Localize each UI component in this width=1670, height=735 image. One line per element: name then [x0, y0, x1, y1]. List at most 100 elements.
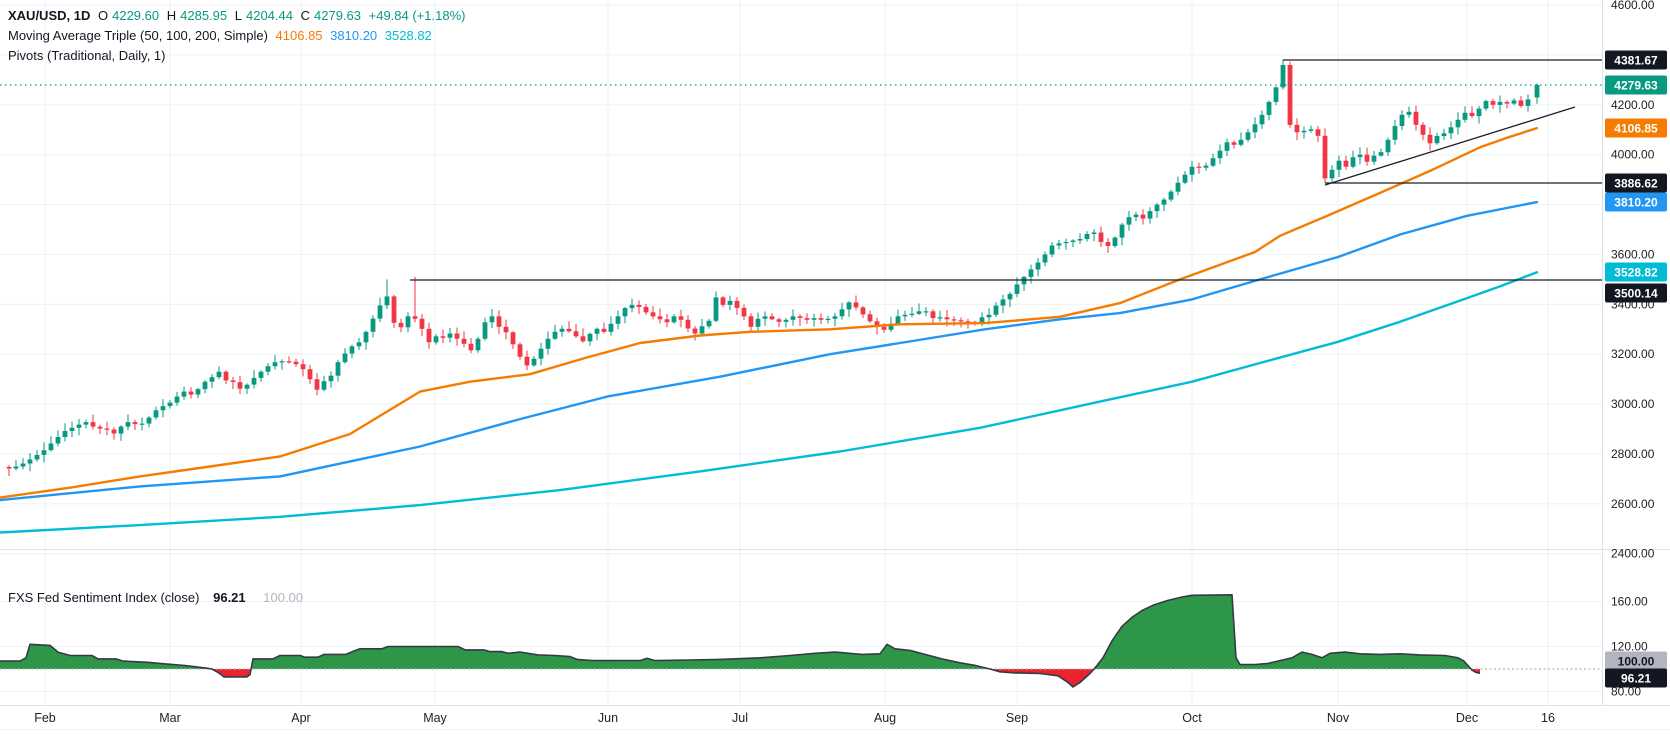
candle-body: [230, 380, 236, 383]
candle-body: [321, 381, 327, 390]
trendline[interactable]: [1324, 106, 1576, 186]
candle-body: [1168, 191, 1174, 200]
symbol-legend[interactable]: XAU/USD, 1D O 4229.60 H 4285.95 L 4204.44 C…: [8, 6, 469, 26]
price-axis[interactable]: 4600.004200.004000.003600.003400.003200.…: [1605, 0, 1667, 561]
candle-body: [699, 326, 705, 334]
time-axis-label: Oct: [1182, 711, 1202, 725]
candle-body: [307, 369, 313, 380]
sentiment-line[interactable]: [0, 593, 1481, 688]
candle-body: [1308, 129, 1314, 131]
candle-body: [1399, 114, 1405, 126]
candle-body: [888, 323, 894, 330]
candle-body: [783, 319, 789, 322]
price-badge: [1605, 50, 1667, 70]
candle-body: [958, 320, 964, 322]
ma-indicator-legend[interactable]: Moving Average Triple (50, 100, 200, Sim…: [8, 26, 436, 46]
candle-body: [678, 316, 684, 320]
candle-body: [258, 371, 264, 378]
pivot-level-lines[interactable]: [410, 59, 1602, 281]
candle-body: [1441, 133, 1447, 136]
candle-body: [727, 300, 733, 305]
candle-body: [685, 319, 691, 329]
time-axis-label: Jun: [598, 711, 618, 725]
candle-body: [930, 311, 936, 318]
candle-body: [874, 321, 880, 327]
sentiment-indicator-legend[interactable]: FXS Fed Sentiment Index (close) 96.21 10…: [8, 588, 307, 608]
time-axis-label: Apr: [291, 711, 310, 725]
time-axis-label: Jul: [732, 711, 748, 725]
candle-body: [160, 406, 166, 411]
candle-body: [1497, 101, 1503, 105]
candle-body: [839, 309, 845, 317]
price-axis-label: 2800.00: [1611, 447, 1655, 461]
candle-body: [1245, 132, 1251, 140]
time-axis-label: Mar: [159, 711, 181, 725]
candle-body: [587, 333, 593, 342]
candle-body: [594, 328, 600, 334]
candle-body: [734, 300, 740, 308]
candle-body: [181, 391, 187, 397]
candle-body: [1049, 245, 1055, 255]
candle-body: [1063, 242, 1069, 244]
candle-body: [440, 336, 446, 338]
candle-body: [1378, 152, 1384, 156]
high-value: 4285.95: [180, 8, 228, 23]
candle-body: [615, 316, 621, 324]
symbol-title: XAU/USD, 1D: [8, 8, 91, 23]
candle-body: [398, 322, 404, 328]
candle-body: [902, 314, 908, 317]
candle-body: [629, 304, 635, 309]
candle-body: [937, 317, 943, 319]
ma50-line: [0, 126, 1539, 499]
candle-body: [657, 316, 663, 320]
candle-body: [804, 318, 810, 320]
sentiment-axis-label: 160.00: [1611, 595, 1648, 609]
gridlines: [0, 0, 1602, 705]
candle-body: [97, 426, 103, 429]
candle-body: [20, 463, 26, 467]
candle-body: [111, 429, 117, 434]
candle-body: [1231, 142, 1237, 145]
candle-body: [566, 328, 572, 332]
candle-body: [1224, 142, 1230, 151]
candle-body: [454, 333, 460, 339]
candle-body: [825, 318, 831, 320]
pivots-indicator-legend[interactable]: Pivots (Traditional, Daily, 1): [8, 46, 170, 66]
candlestick-series[interactable]: [6, 59, 1540, 476]
ma200-value: 3528.82: [384, 28, 432, 43]
price-badge: [1605, 75, 1667, 95]
time-axis[interactable]: Feb Mar Apr May Jun Jul Aug Sep Oct Nov Dec 16: [34, 711, 1555, 725]
candle-body: [279, 361, 285, 363]
price-badge: [1605, 262, 1667, 282]
candle-body: [1140, 214, 1146, 219]
candle-body: [1287, 65, 1293, 125]
candle-body: [419, 318, 425, 329]
candle-body: [1476, 108, 1482, 117]
candle-body: [1357, 154, 1363, 158]
sentiment-axis[interactable]: 160.00 120.00 80.00 100.00 96.21: [1605, 595, 1667, 699]
candle-body: [580, 336, 586, 342]
candle-body: [370, 318, 376, 332]
candle-body: [1315, 129, 1321, 136]
candle-body: [748, 316, 754, 327]
price-badge: [1605, 118, 1667, 138]
candle-body: [741, 307, 747, 317]
candle-body: [1112, 237, 1118, 246]
candle-body: [1273, 87, 1279, 102]
candle-body: [860, 307, 866, 315]
candle-body: [881, 326, 887, 330]
candle-body: [811, 318, 817, 320]
candle-body: [1014, 284, 1020, 294]
candle-body: [1007, 293, 1013, 300]
candle-body: [608, 323, 614, 332]
time-axis-label: Sep: [1006, 711, 1028, 725]
candle-body: [895, 316, 901, 324]
candle-body: [461, 338, 467, 344]
candle-body: [552, 331, 558, 339]
candle-body: [755, 318, 761, 327]
price-axis-label: 3200.00: [1611, 347, 1655, 361]
price-axis-label: 2600.00: [1611, 497, 1655, 511]
candle-body: [1182, 174, 1188, 183]
